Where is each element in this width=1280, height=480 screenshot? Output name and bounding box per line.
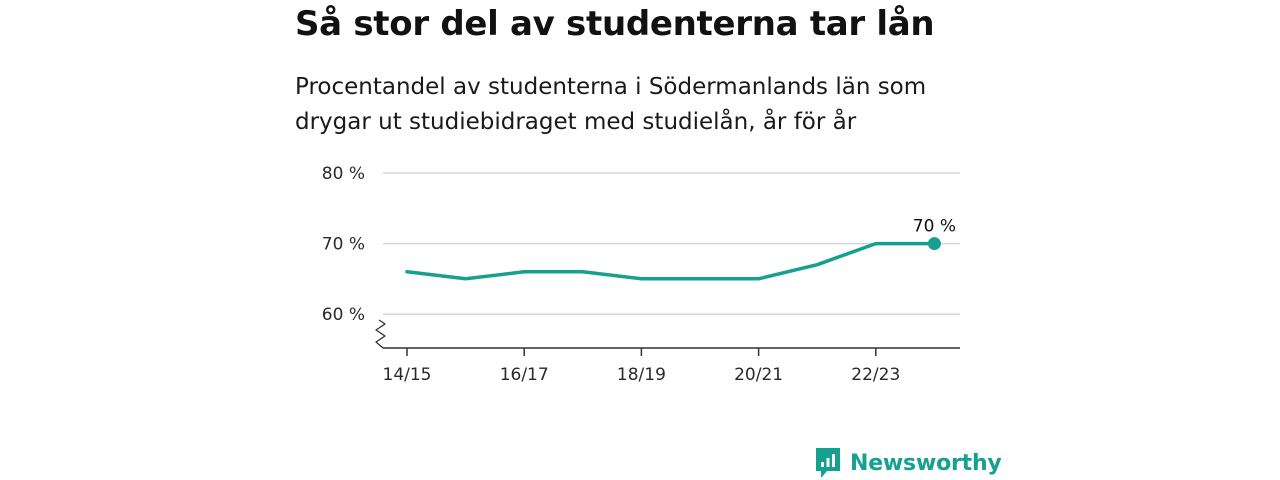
newsworthy-logo: Newsworthy [814, 446, 1002, 480]
x-tick-label: 20/21 [734, 365, 783, 385]
bar-chart-logo-icon [816, 448, 840, 478]
y-tick-label: 80 % [322, 164, 365, 184]
x-tick-label: 16/17 [500, 365, 549, 385]
axis-break-icon [375, 319, 386, 349]
y-tick-label: 70 % [322, 235, 365, 255]
end-value-label: 70 % [913, 217, 956, 237]
chart-subtitle: Procentandel av studenterna i Södermanla… [295, 74, 927, 135]
x-tick-label: 18/19 [617, 365, 666, 385]
x-tick-label: 22/23 [851, 365, 900, 385]
brand-name: Newsworthy [850, 450, 1002, 476]
y-tick-label: 60 % [322, 305, 365, 325]
series-end-point [927, 237, 941, 251]
x-tick-label: 14/15 [383, 365, 432, 385]
chart-title: Så stor del av studenterna tar lån [295, 4, 935, 44]
series-line [405, 241, 937, 281]
